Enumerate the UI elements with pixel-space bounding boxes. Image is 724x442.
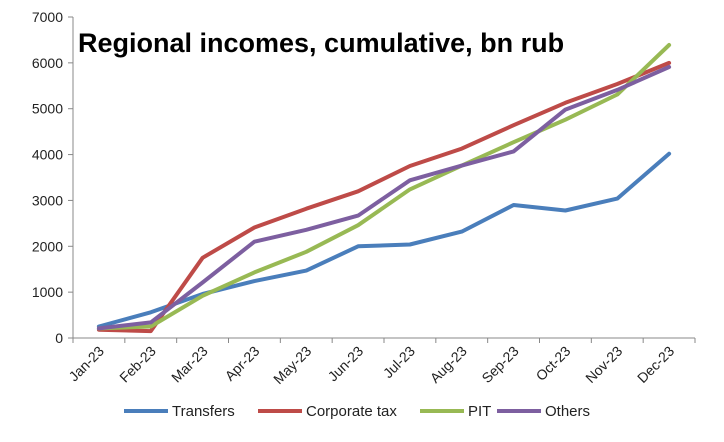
y-tick-label: 6000 bbox=[32, 55, 63, 71]
y-tick-label: 0 bbox=[55, 330, 63, 346]
y-tick-label: 7000 bbox=[32, 9, 63, 25]
x-tick-label: Dec-23 bbox=[634, 343, 677, 386]
y-tick-labels: 0 1000 2000 3000 4000 5000 6000 7000 bbox=[32, 9, 73, 346]
y-tick-label: 2000 bbox=[32, 238, 63, 254]
series-line-others bbox=[96, 65, 672, 331]
series-line-corporate-tax bbox=[96, 60, 672, 334]
legend-label-others: Others bbox=[545, 403, 590, 420]
legend-label-transfers: Transfers bbox=[172, 403, 235, 420]
legend-label-corporate-tax: Corporate tax bbox=[306, 403, 397, 420]
series-line-transfers bbox=[96, 151, 672, 329]
x-tick-label: Nov-23 bbox=[582, 343, 625, 386]
legend-label-pit: PIT bbox=[468, 403, 491, 420]
y-tick-label: 5000 bbox=[32, 101, 63, 117]
x-tick-label: Apr-23 bbox=[222, 343, 263, 384]
series-line-pit bbox=[96, 43, 672, 331]
x-tick-labels: Jan-23 Feb-23 Mar-23 Apr-23 May-23 Jun-23 Jul-… bbox=[65, 338, 696, 387]
series-lines bbox=[96, 43, 672, 334]
x-tick-label: Oct-23 bbox=[533, 343, 574, 384]
x-tick-label: Jan-23 bbox=[65, 343, 107, 385]
x-tick-label: Aug-23 bbox=[427, 343, 470, 386]
x-tick-label: Feb-23 bbox=[116, 343, 159, 386]
y-tick-label: 1000 bbox=[32, 284, 63, 300]
y-tick-label: 4000 bbox=[32, 147, 63, 163]
x-tick-label: May-23 bbox=[270, 343, 314, 387]
y-tick-label: 3000 bbox=[32, 192, 63, 208]
x-tick-label: Mar-23 bbox=[168, 343, 211, 386]
chart-title: Regional incomes, cumulative, bn rub bbox=[78, 28, 564, 58]
x-tick-label: Jul-23 bbox=[380, 343, 418, 381]
legend: Transfers Corporate tax PIT Others bbox=[124, 403, 590, 420]
x-tick-label: Jun-23 bbox=[325, 343, 367, 385]
x-tick-label: Sep-23 bbox=[478, 343, 521, 386]
